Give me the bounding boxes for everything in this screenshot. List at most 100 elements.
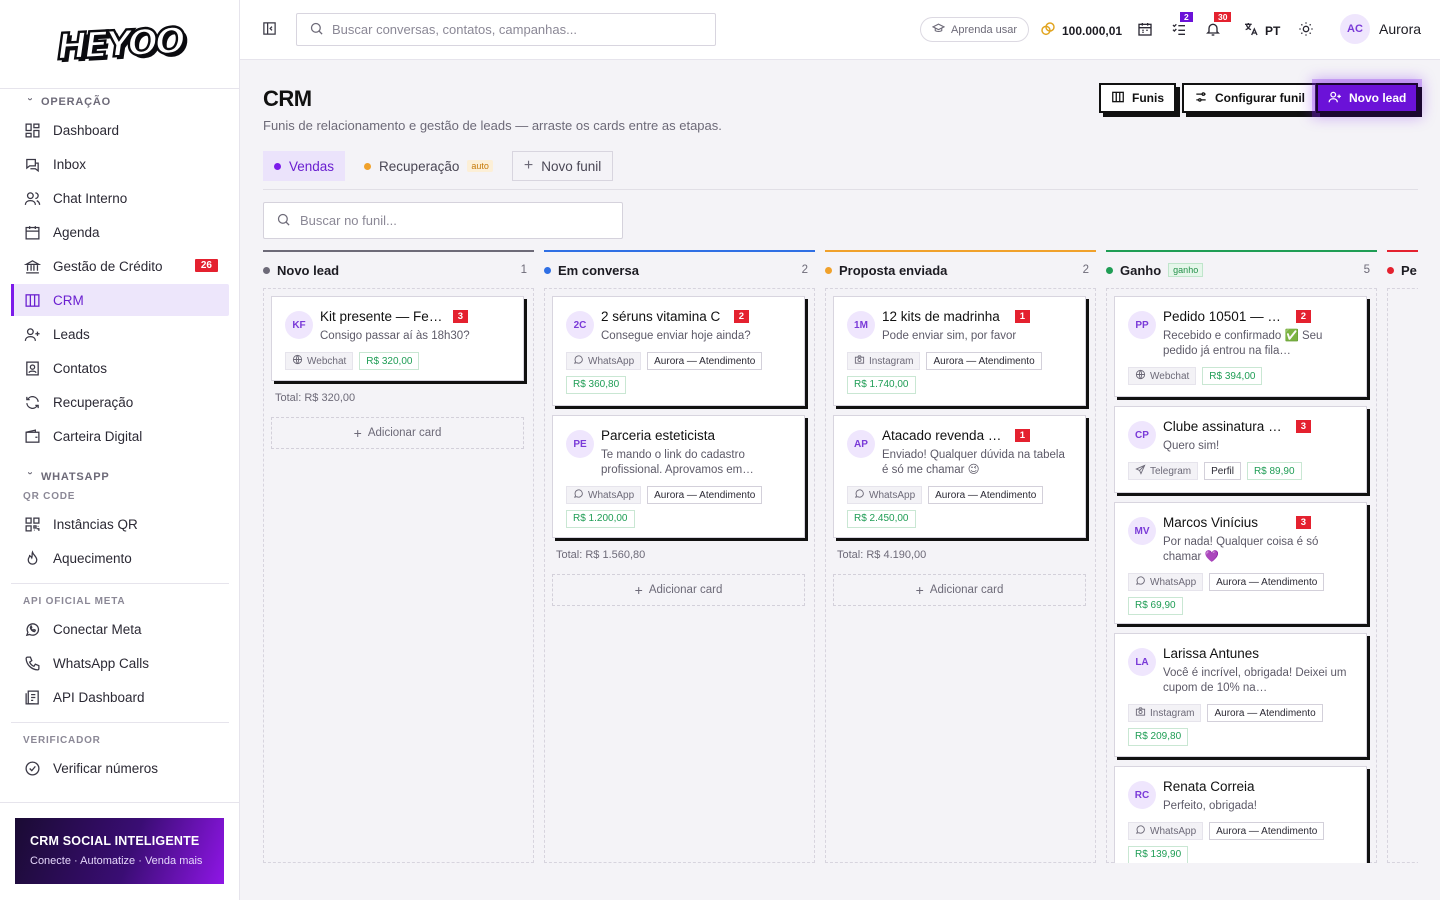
- sidebar-item-dashboard[interactable]: Dashboard: [11, 114, 229, 146]
- lead-card[interactable]: 2C 2 séruns vitamina C 2 Consegue enviar ho…: [552, 296, 805, 406]
- sidebar-item-carteira[interactable]: Carteira Digital: [11, 420, 229, 452]
- new-funnel-button[interactable]: + Novo funil: [511, 151, 614, 181]
- card-value-row: R$ 69,90: [1128, 596, 1352, 624]
- language-selector[interactable]: PT: [1243, 21, 1280, 40]
- promo-banner[interactable]: CRM SOCIAL INTELIGENTE Conecte · Automat…: [15, 818, 224, 884]
- column-color-bar: [544, 250, 815, 252]
- tab-vendas[interactable]: Vendas: [263, 151, 346, 181]
- column-color-bar: [1387, 250, 1418, 252]
- bell-icon[interactable]: 30: [1204, 12, 1232, 38]
- user-name: Aurora: [1379, 21, 1422, 37]
- column-tag: ganho: [1168, 263, 1204, 277]
- avatar: AP: [847, 430, 875, 458]
- sidebar-item-chat-interno[interactable]: Chat Interno: [11, 182, 229, 214]
- lead-card[interactable]: PE Parceria esteticista Te mando o link do…: [552, 415, 805, 538]
- new-lead-button[interactable]: Novo lead: [1316, 83, 1419, 113]
- logo[interactable]: HEYOO: [54, 19, 184, 69]
- translate-icon: [1243, 21, 1259, 40]
- value-chip: R$ 209,80: [1128, 727, 1189, 746]
- channel-chip: WhatsApp: [847, 486, 923, 504]
- sidebar-item-label: API Dashboard: [53, 690, 145, 706]
- sidebar-item-label: Inbox: [53, 156, 87, 172]
- divider: [0, 802, 240, 803]
- search-icon: [276, 212, 291, 230]
- subsection-verificador: VERIFICADOR: [23, 735, 101, 747]
- contact-card-icon: [23, 359, 41, 377]
- lead-card[interactable]: KF Kit presente — Fern… 3 Consigo passar aí…: [271, 296, 524, 381]
- topbar: Buscar conversas, contatos, campanhas...…: [240, 0, 1440, 60]
- sidebar-item-whatsapp-calls[interactable]: WhatsApp Calls: [11, 648, 229, 680]
- theme-toggle-icon[interactable]: [1297, 20, 1315, 38]
- card-value-row: R$ 360,80: [566, 375, 790, 403]
- add-card-button[interactable]: + Adicionar card: [271, 417, 524, 449]
- sidebar-item-recuperacao[interactable]: Recuperação: [11, 386, 229, 418]
- card-title-row: Atacado revenda 3… 1: [882, 428, 1071, 443]
- sidebar-item-gestao-credito[interactable]: Gestão de Crédito 26: [11, 250, 229, 282]
- column-header[interactable]: Pe: [1387, 252, 1418, 288]
- configure-funnel-button[interactable]: Configurar funil: [1182, 83, 1317, 113]
- card-title: Clube assinatura pr…: [1163, 419, 1287, 434]
- lead-card[interactable]: AP Atacado revenda 3… 1 Enviado! Qualquer d…: [833, 415, 1086, 538]
- sidebar-item-api-dashboard[interactable]: API Dashboard: [11, 682, 229, 714]
- lead-card[interactable]: 1M 12 kits de madrinha 1 Pode enviar sim, p…: [833, 296, 1086, 406]
- value-chip: R$ 139,90: [1128, 845, 1189, 863]
- coins-balance[interactable]: 100.000,01: [1040, 21, 1122, 40]
- sidebar-item-contatos[interactable]: Contatos: [11, 352, 229, 384]
- card-tags: WhatsApp Aurora — Atendimento: [1128, 573, 1352, 591]
- sidebar-item-leads[interactable]: Leads: [11, 318, 229, 350]
- calendar-icon[interactable]: [1136, 20, 1154, 38]
- funnel-search-input[interactable]: Buscar no funil...: [263, 202, 623, 239]
- channel-label: WhatsApp: [1150, 576, 1197, 588]
- channel-label: WhatsApp: [869, 489, 916, 501]
- sidebar-item-verificar-numeros[interactable]: Verificar números: [11, 753, 229, 785]
- chat-bubble-icon: [1135, 824, 1146, 838]
- lead-card[interactable]: CP Clube assinatura pr… 3 Quero sim! Telegra…: [1114, 406, 1367, 493]
- value-chip: R$ 1.740,00: [847, 375, 916, 394]
- add-card-button[interactable]: + Adicionar card: [552, 574, 805, 606]
- sidebar-collapse-icon[interactable]: [262, 21, 278, 37]
- section-whatsapp[interactable]: › WHATSAPP: [24, 470, 110, 483]
- sidebar-item-instancias-qr[interactable]: Instâncias QR: [11, 509, 229, 541]
- funnels-button[interactable]: Funis: [1099, 83, 1176, 113]
- sidebar-item-crm[interactable]: CRM: [11, 284, 229, 316]
- sidebar-item-inbox[interactable]: Inbox: [11, 148, 229, 180]
- card-title-row: Marcos Vinícius 3: [1163, 515, 1352, 530]
- sidebar-item-label: Leads: [53, 326, 90, 342]
- divider: [11, 582, 229, 584]
- camera-icon: [1135, 706, 1146, 720]
- channel-label: WhatsApp: [588, 489, 635, 501]
- sidebar-item-conectar-meta[interactable]: Conectar Meta: [11, 614, 229, 646]
- lead-card[interactable]: MV Marcos Vinícius 3 Por nada! Qualquer coi…: [1114, 502, 1367, 624]
- channel-chip: Webchat: [1128, 367, 1197, 385]
- plus-icon: +: [523, 157, 534, 174]
- card-value-row: R$ 2.450,00: [847, 509, 1071, 537]
- kanban-icon: [23, 291, 41, 309]
- lead-card[interactable]: PP Pedido 10501 — Pl… 2 Recebido e confirma…: [1114, 296, 1367, 397]
- card-tags: Webchat R$ 320,00: [285, 352, 509, 370]
- column-header[interactable]: Proposta enviada 2: [825, 252, 1096, 288]
- card-last-message: Recebido e confirmado ✅ Seu pedido já en…: [1163, 330, 1323, 357]
- notifications-badge: 30: [1214, 12, 1232, 22]
- global-search-input[interactable]: Buscar conversas, contatos, campanhas...: [296, 13, 716, 46]
- column-body: [1387, 288, 1418, 863]
- lead-card[interactable]: RC Renata Correia Perfeito, obrigada! Whats…: [1114, 766, 1367, 863]
- user-menu[interactable]: AC Aurora: [1340, 14, 1421, 44]
- lead-card[interactable]: LA Larissa Antunes Você é incrível, obriga…: [1114, 633, 1367, 757]
- column-header[interactable]: Ganho ganho 5: [1106, 252, 1377, 288]
- search-icon: [309, 21, 324, 39]
- chat-bubble-icon: [573, 354, 584, 368]
- users-icon: [23, 189, 41, 207]
- tasks-icon[interactable]: 2: [1170, 12, 1193, 38]
- section-operacao[interactable]: › OPERAÇÃO: [24, 96, 111, 108]
- status-dot: [263, 266, 270, 274]
- sidebar-item-agenda[interactable]: Agenda: [11, 216, 229, 248]
- add-card-button[interactable]: + Adicionar card: [833, 574, 1086, 606]
- sidebar-item-aquecimento[interactable]: Aquecimento: [11, 543, 229, 575]
- status-dot: [825, 266, 832, 274]
- learn-button[interactable]: Aprenda usar: [920, 17, 1030, 42]
- column-header[interactable]: Em conversa 2: [544, 252, 815, 288]
- card-title-row: Larissa Antunes: [1163, 646, 1352, 661]
- column-header[interactable]: Novo lead 1: [263, 252, 534, 288]
- card-value-row: R$ 1.740,00: [847, 375, 1071, 403]
- tab-recuperacao[interactable]: Recuperação auto: [353, 151, 504, 181]
